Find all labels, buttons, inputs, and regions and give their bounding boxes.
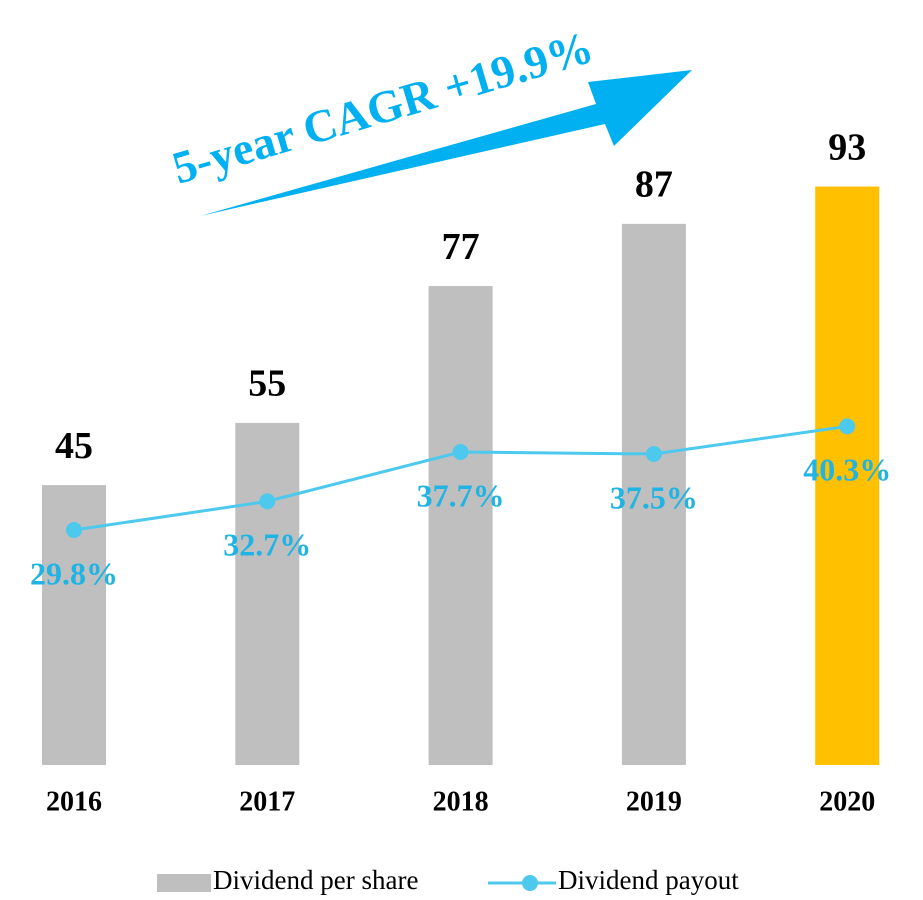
legend-label: Dividend payout xyxy=(558,865,739,895)
line-value-label: 37.5% xyxy=(610,479,698,515)
line-marker xyxy=(66,522,82,539)
bar xyxy=(621,223,686,766)
line-marker xyxy=(645,446,662,462)
bar-value-label: 87 xyxy=(635,164,673,206)
cagr-arrow xyxy=(200,70,692,216)
legend-swatch xyxy=(157,874,211,892)
x-tick-label: 2016 xyxy=(46,786,102,817)
line-value-label: 37.7% xyxy=(417,477,505,513)
line-value-label: 32.7% xyxy=(223,527,311,563)
legend-label: Dividend per share xyxy=(213,865,418,895)
bar-value-label: 93 xyxy=(828,126,866,168)
bar xyxy=(428,286,493,765)
bar xyxy=(235,422,300,765)
x-tick-label: 2019 xyxy=(626,786,682,817)
line-value-label: 29.8% xyxy=(30,555,118,591)
bar-value-label: 55 xyxy=(248,363,286,405)
bar-value-label: 77 xyxy=(442,226,480,268)
line-marker xyxy=(259,493,276,510)
x-tick-label: 2018 xyxy=(433,786,489,817)
legend-marker xyxy=(522,875,538,891)
bar-value-label: 45 xyxy=(55,425,93,467)
x-tick-label: 2020 xyxy=(819,786,875,817)
line-marker xyxy=(839,418,856,435)
line-value-label: 40.3% xyxy=(803,452,891,488)
bar xyxy=(815,186,880,766)
line-marker xyxy=(452,444,469,461)
x-tick-label: 2017 xyxy=(239,786,295,817)
